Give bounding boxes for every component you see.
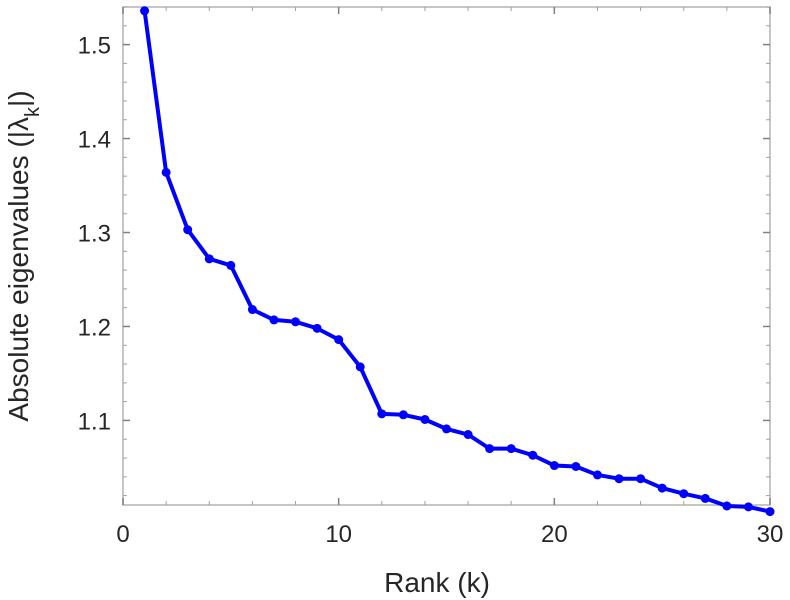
x-axis-label: Rank (k): [384, 567, 490, 598]
data-point: [161, 167, 171, 177]
plot-frame-layer: [122, 6, 771, 506]
data-point: [528, 450, 538, 460]
data-point: [442, 424, 451, 434]
x-tick-label: 10: [325, 521, 352, 548]
plot-frame: [122, 6, 771, 506]
y-axis-label-subscript: k: [22, 106, 44, 117]
axis-ticks-layer: [122, 6, 771, 505]
data-point: [204, 254, 214, 264]
data-point: [592, 470, 602, 480]
x-tick-label: 20: [541, 521, 568, 548]
data-point: [377, 409, 387, 419]
data-point: [269, 315, 279, 325]
data-point: [463, 430, 473, 440]
data-point: [743, 502, 753, 512]
x-tick-label: 30: [757, 521, 784, 548]
x-tick-label: 0: [116, 521, 129, 548]
data-point: [312, 323, 322, 333]
data-point: [549, 461, 559, 471]
data-point: [657, 483, 667, 493]
data-point: [700, 493, 710, 503]
y-tick-label: 1.2: [78, 314, 111, 341]
y-axis-label-symbol: λ: [3, 117, 34, 131]
data-point: [679, 489, 689, 499]
y-axis-label-suffix: |): [3, 90, 34, 107]
y-tick-label: 1.1: [78, 408, 111, 435]
data-point: [485, 444, 495, 454]
y-tick-label: 1.5: [78, 33, 111, 60]
x-tick-labels: 0 10 20 30: [116, 521, 783, 548]
data-point: [355, 362, 365, 372]
data-point: [722, 501, 732, 511]
data-point: [226, 260, 236, 270]
y-tick-labels: 1.1 1.2 1.3 1.4 1.5: [78, 33, 111, 436]
data-point: [636, 474, 646, 484]
series-line: [142, 8, 772, 514]
data-point: [334, 335, 344, 345]
data-point: [398, 410, 408, 420]
data-point: [291, 317, 301, 327]
data-point: [571, 461, 581, 471]
y-tick-label: 1.3: [78, 221, 111, 248]
data-point: [140, 6, 150, 16]
data-point: [247, 305, 257, 315]
data-point: [420, 414, 430, 424]
y-tick-label: 1.4: [78, 127, 111, 154]
series-layer: [140, 6, 775, 517]
y-axis-label: Absolute eigenvalues (|λk|): [3, 90, 44, 421]
y-axis-label-prefix: Absolute eigenvalues (|: [3, 131, 34, 422]
data-point: [506, 444, 516, 454]
data-point: [765, 507, 775, 517]
data-point: [183, 225, 193, 235]
data-point: [614, 474, 624, 484]
